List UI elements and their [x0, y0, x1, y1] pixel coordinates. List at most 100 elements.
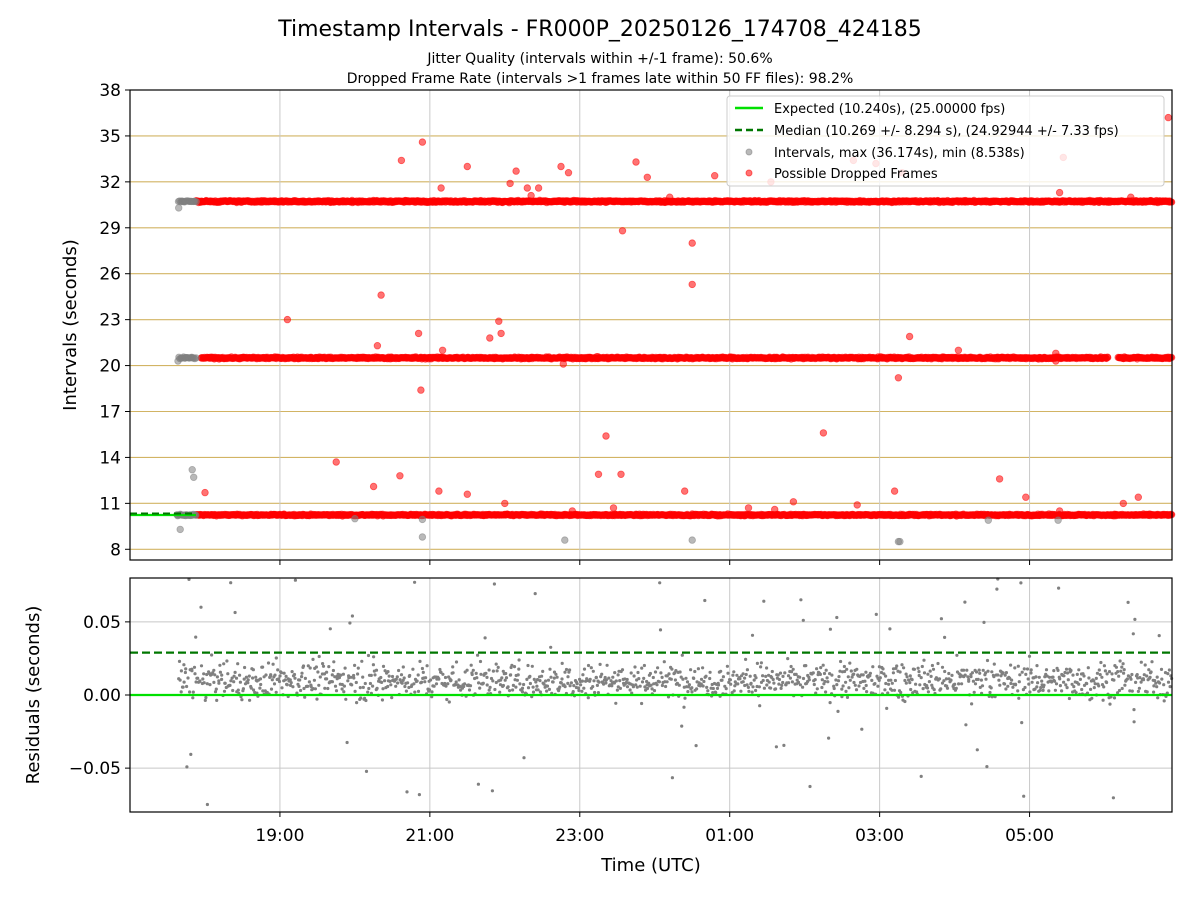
interval-outlier-point: [189, 473, 198, 481]
dropped-frame-outlier-point: [397, 156, 406, 165]
residual-point: [193, 672, 197, 676]
residual-point: [241, 687, 245, 691]
residual-point: [246, 681, 250, 685]
residual-point: [311, 657, 315, 662]
residual-point: [312, 678, 316, 682]
dropped-frame-outlier-point: [1022, 493, 1030, 501]
residual-point: [284, 674, 288, 679]
dropped-frame-outlier-point: [463, 162, 471, 171]
residual-point: [280, 686, 284, 690]
residual-point: [277, 677, 281, 681]
chart-title: Timestamp Intervals - FR000P_20250126_17…: [277, 17, 922, 42]
residual-point: [215, 698, 219, 703]
residual-point: [191, 696, 195, 700]
residual-point: [307, 680, 311, 684]
residual-point: [192, 665, 197, 669]
residual-point: [212, 668, 216, 672]
residual-point: [184, 667, 188, 671]
interval-outlier-point: [418, 515, 427, 524]
residual-point: [198, 679, 202, 683]
intervals-y-tick-label: 23: [99, 311, 121, 331]
residual-point: [182, 680, 186, 684]
residual-point: [194, 635, 198, 639]
residual-point: [204, 695, 208, 700]
intervals-y-tick-label: 32: [99, 173, 121, 193]
dropped-frame-outlier-point: [486, 334, 494, 342]
dropped-frame-outlier-point: [771, 505, 779, 514]
dropped-frame-outlier-point: [497, 329, 505, 338]
residual-point: [189, 752, 193, 757]
dropped-frame-outlier-point: [853, 501, 861, 509]
dropped-frame-outlier-point: [201, 488, 209, 497]
residual-point: [220, 673, 224, 677]
dropped-frame-outlier-point: [557, 162, 565, 171]
residual-point: [234, 676, 239, 680]
residual-point: [179, 690, 183, 694]
residual-point: [314, 665, 318, 669]
residual-point: [214, 687, 218, 691]
residual-point: [222, 689, 227, 693]
residual-point: [285, 683, 289, 687]
dropped-frame-outlier-point: [594, 470, 603, 478]
residual-point: [300, 671, 304, 675]
dropped-frame-outlier-point: [568, 507, 576, 515]
intervals-y-tick-label: 8: [110, 540, 121, 560]
intervals-y-tick-label: 35: [99, 127, 121, 147]
residual-point: [218, 670, 222, 674]
residual-point: [188, 690, 192, 694]
residual-point: [303, 676, 307, 681]
residual-point: [217, 681, 221, 685]
residual-point: [205, 802, 209, 807]
dropped-frame-outlier-point: [789, 498, 798, 506]
intervals-x-ticks: [279, 560, 1031, 565]
dropped-frame-outlier-point: [711, 171, 719, 180]
residual-point: [238, 673, 242, 677]
legend-intervals-swatch: [745, 148, 753, 156]
residuals-points: [177, 577, 1174, 807]
dropped-frame-outlier-point: [437, 184, 445, 192]
residual-point: [177, 659, 182, 664]
dropped-frame-outlier-point: [618, 227, 627, 235]
dropped-frame-outlier-point: [602, 432, 610, 440]
dropped-frame-outlier-point: [1134, 493, 1142, 501]
interval-outlier-point: [418, 533, 427, 541]
dropped-frame-outlier-point: [414, 329, 423, 338]
residual-point: [274, 656, 278, 660]
residual-point: [182, 663, 186, 667]
residual-point: [202, 672, 206, 676]
dropped-frame-outlier-point: [564, 168, 573, 177]
residual-point: [185, 684, 189, 689]
dropped-frame-outlier-point: [609, 504, 618, 512]
residual-point: [264, 673, 268, 677]
residual-point: [178, 678, 182, 682]
dropped-frame-outlier-point: [1127, 193, 1135, 201]
dropped-frame-outlier-point: [954, 346, 963, 354]
residual-point: [203, 698, 207, 703]
residual-point: [179, 669, 183, 673]
dropped-frame-point: [1104, 353, 1112, 362]
residual-point: [228, 683, 232, 688]
dropped-frame-outlier-point: [1164, 113, 1172, 122]
residual-point: [210, 653, 214, 657]
residual-point: [308, 666, 312, 670]
residual-point: [225, 659, 229, 663]
dropped-frame-outlier-point: [396, 472, 404, 480]
dropped-frame-outlier-point: [417, 386, 425, 394]
residual-point: [283, 678, 287, 682]
interval-outlier-point: [174, 204, 183, 212]
residual-point: [233, 670, 237, 675]
residual-point: [185, 765, 189, 769]
dropped-frame-outlier-point: [369, 482, 378, 491]
residual-point: [232, 680, 236, 684]
residual-point: [269, 673, 273, 677]
residual-point: [231, 688, 235, 693]
dropped-frame-outlier-point: [435, 487, 443, 495]
residual-point: [183, 670, 187, 675]
residual-point: [261, 665, 265, 669]
residual-point: [223, 681, 227, 685]
dropped-frame-outlier-point: [744, 504, 753, 512]
dropped-frame-outlier-point: [534, 184, 543, 192]
residual-point: [274, 690, 278, 694]
